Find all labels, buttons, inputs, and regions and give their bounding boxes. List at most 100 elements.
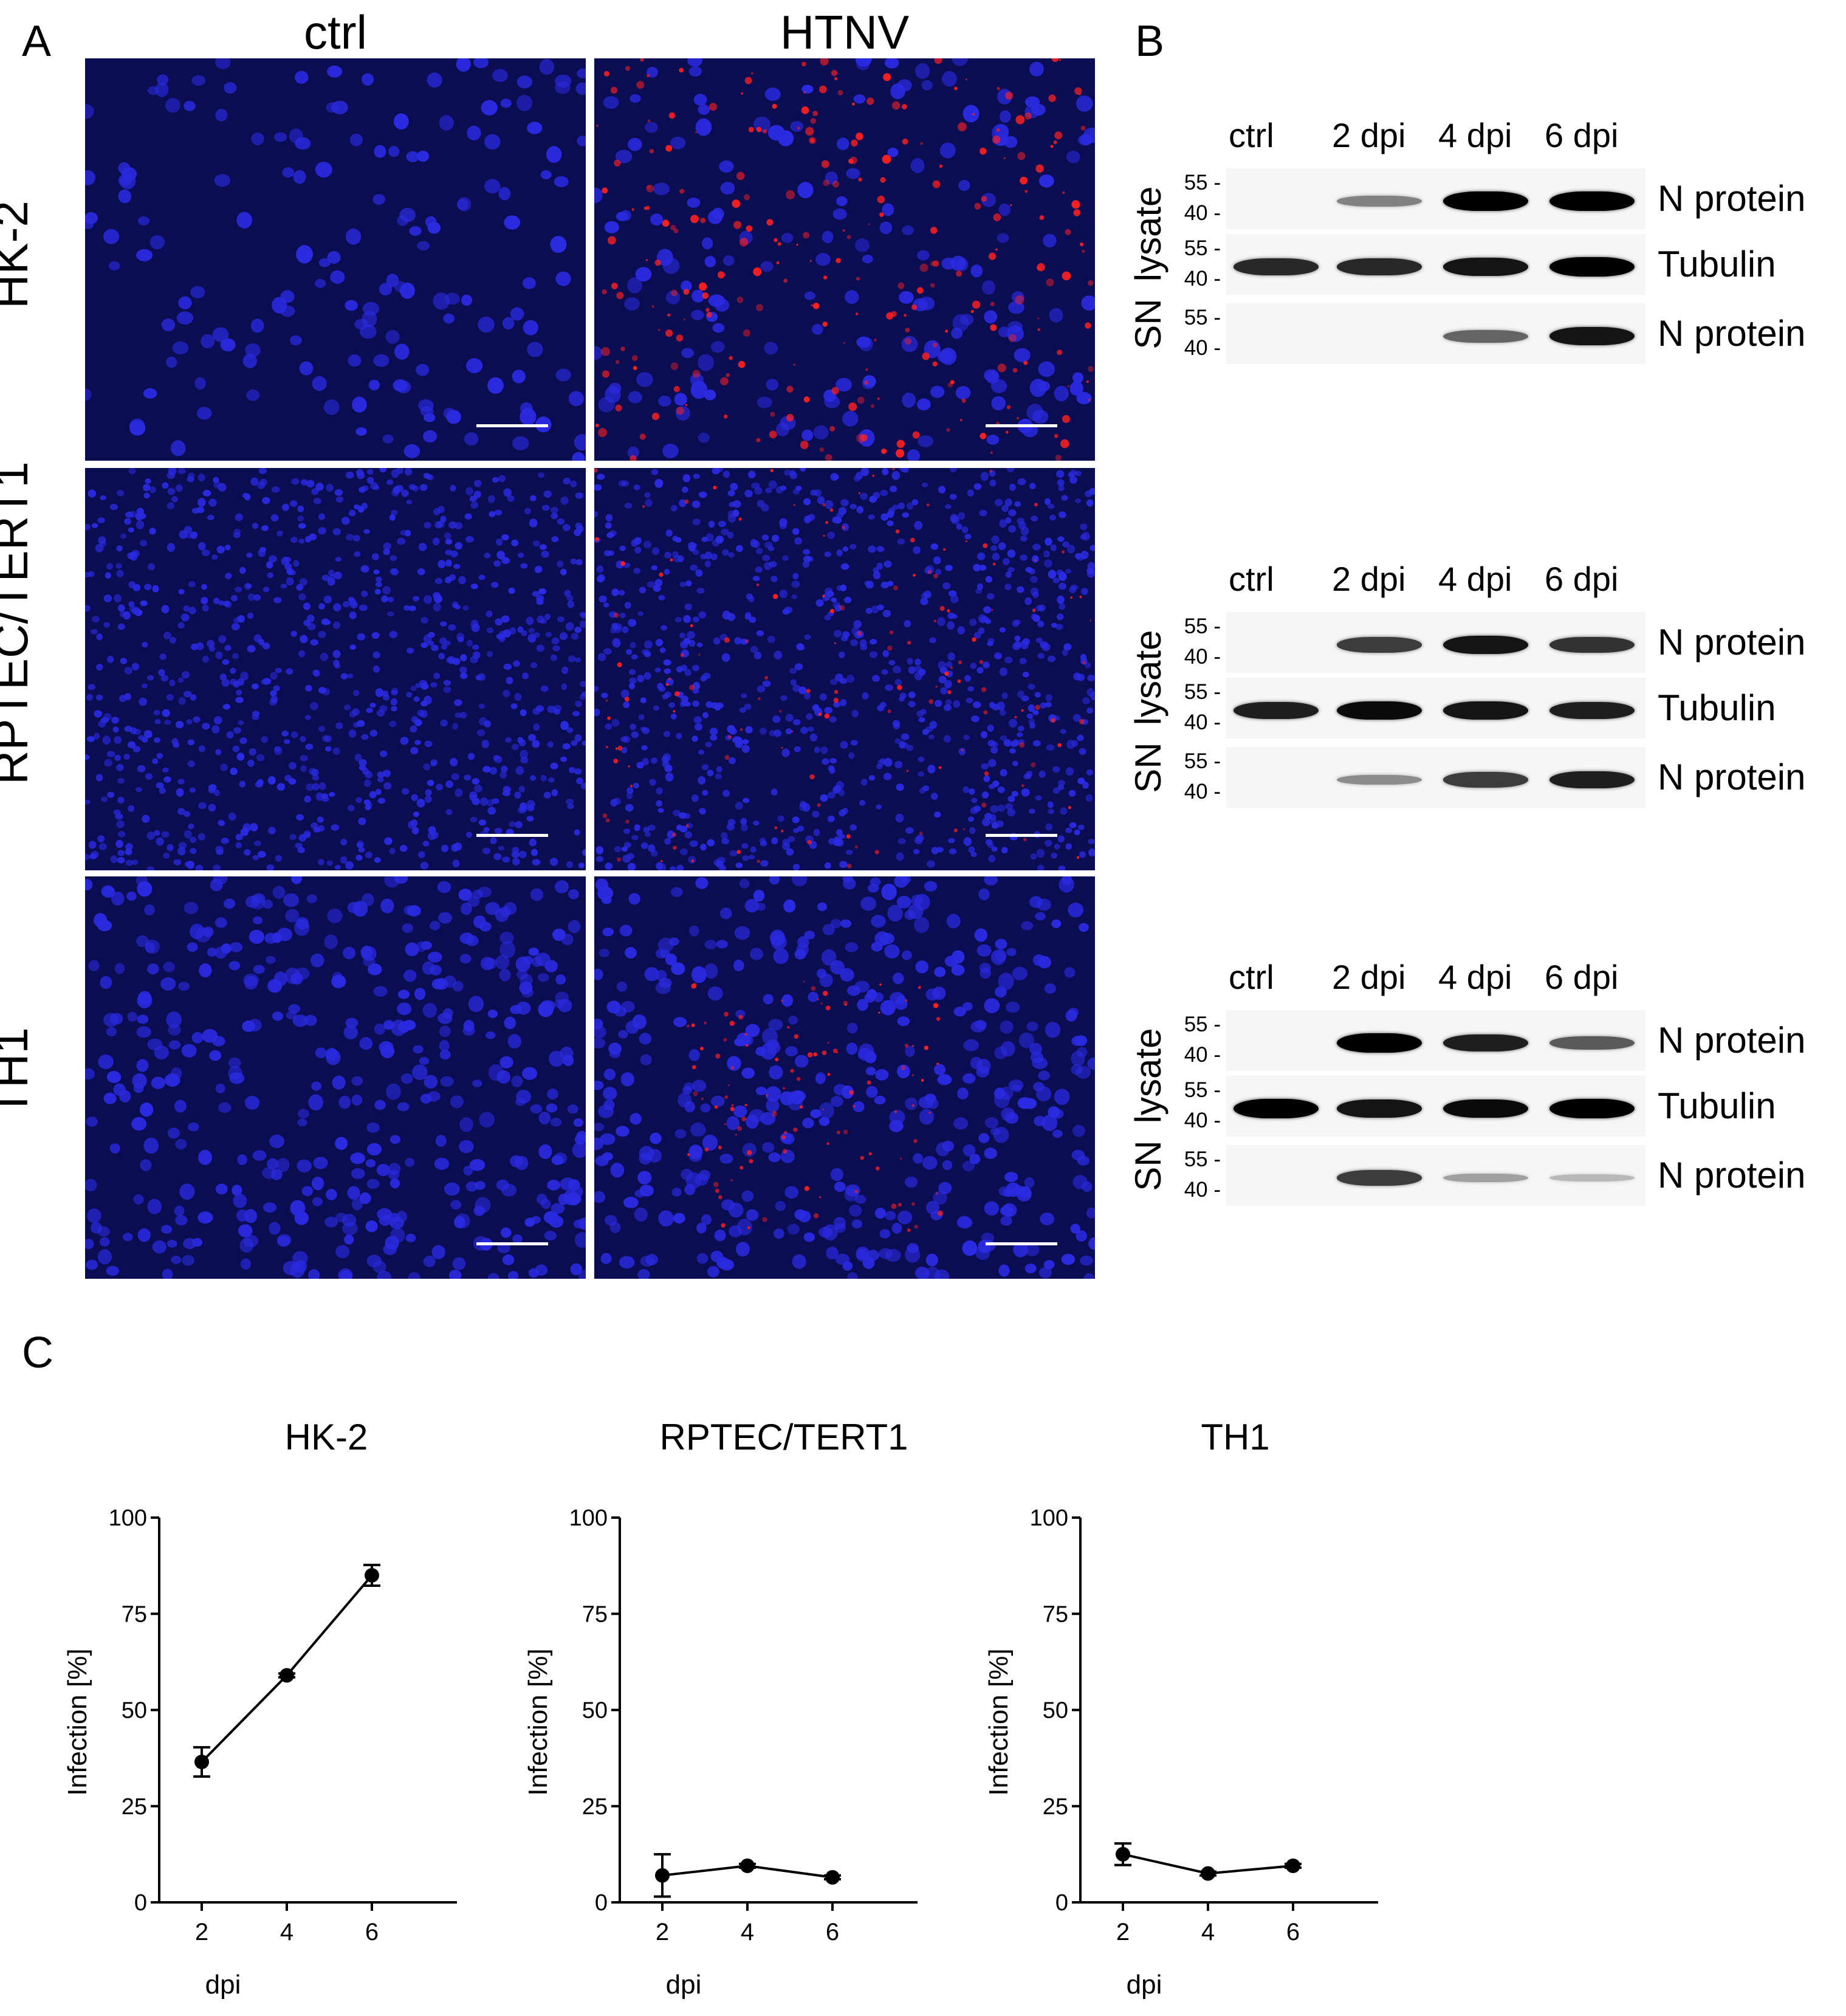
lane-header-6dpi: 6 dpi — [1545, 958, 1619, 996]
chart-title: HK-2 — [284, 1417, 368, 1457]
micrograph-th1-ctrl — [85, 876, 586, 1279]
mw-marker-40: 40 - — [1184, 780, 1221, 803]
blot-band-4dpi — [1443, 1173, 1528, 1183]
y-tick-label: 75 — [122, 1601, 147, 1627]
scale-bar — [986, 424, 1057, 427]
sn-label: SN — [1128, 1140, 1168, 1191]
y-tick-label: 25 — [1043, 1794, 1068, 1820]
x-axis-label: dpi — [1127, 1970, 1162, 2000]
mw-marker-55: 55 - — [1184, 614, 1221, 638]
band-label: Tubulin — [1658, 244, 1776, 284]
lane-header-4dpi: 4 dpi — [1438, 116, 1512, 154]
row-header-hk2: HK-2 — [0, 201, 38, 309]
blot-band-2dpi — [1337, 1099, 1422, 1118]
y-tick-label: 25 — [582, 1794, 608, 1820]
blot-band-4dpi — [1443, 636, 1528, 654]
x-tick-label: 2 — [1116, 1919, 1130, 1945]
blot-band-ctrl — [1234, 701, 1319, 720]
band-label: N protein — [1658, 622, 1806, 662]
blot-band-ctrl — [1234, 1099, 1319, 1118]
mw-marker-40: 40 - — [1184, 201, 1221, 225]
sn-label: SN — [1128, 742, 1168, 793]
mw-marker-40: 40 - — [1184, 645, 1221, 669]
y-tick-label: 25 — [122, 1794, 147, 1820]
y-tick-label: 75 — [1043, 1601, 1068, 1627]
blot-band-4dpi — [1443, 258, 1528, 276]
mw-marker-40: 40 - — [1184, 710, 1221, 734]
panel-letter-b: B — [1135, 17, 1165, 66]
lane-header-2dpi: 2 dpi — [1332, 116, 1406, 154]
sn-label: SN — [1128, 298, 1168, 349]
blot-strip — [1226, 678, 1645, 738]
mw-marker-55: 55 - — [1184, 1147, 1221, 1171]
blot-band-6dpi — [1549, 257, 1635, 277]
y-tick-label: 100 — [1030, 1505, 1068, 1531]
lane-header-4dpi: 4 dpi — [1438, 560, 1512, 598]
lane-header-ctrl: ctrl — [1229, 560, 1274, 598]
micrograph-rptec-ctrl — [85, 468, 586, 870]
blot-band-4dpi — [1443, 1034, 1528, 1052]
mw-marker-40: 40 - — [1184, 1109, 1221, 1132]
y-tick-label: 100 — [109, 1505, 147, 1531]
mw-marker-40: 40 - — [1184, 1178, 1221, 1202]
y-tick-label: 0 — [134, 1890, 147, 1916]
mw-marker-55: 55 - — [1184, 306, 1221, 329]
blot-strip — [1226, 1076, 1645, 1137]
micrograph-hk2-ctrl — [85, 58, 586, 461]
data-point — [280, 1668, 294, 1683]
band-label: N protein — [1658, 757, 1806, 797]
row-header-rptec-tert1: RPTEC/TERT1 — [0, 461, 38, 785]
x-tick-label: 4 — [280, 1919, 293, 1945]
x-tick-label: 4 — [741, 1919, 754, 1945]
data-point — [825, 1870, 840, 1885]
lane-header-ctrl: ctrl — [1229, 116, 1274, 154]
blot-band-4dpi — [1443, 772, 1528, 788]
scale-bar — [986, 1242, 1057, 1245]
data-point — [1116, 1846, 1130, 1862]
data-point — [655, 1868, 670, 1883]
band-label: Tubulin — [1658, 687, 1776, 728]
blot-band-2dpi — [1337, 1170, 1422, 1186]
blot-band-4dpi — [1443, 191, 1528, 211]
lane-header-4dpi: 4 dpi — [1438, 958, 1512, 996]
blot-strip — [1226, 612, 1645, 673]
mw-marker-40: 40 - — [1184, 336, 1221, 360]
blot-band-2dpi — [1337, 258, 1422, 275]
x-tick-label: 6 — [365, 1919, 379, 1945]
micrograph-hk2-htnv — [594, 58, 1095, 461]
micrograph-rptec-htnv — [594, 468, 1095, 870]
band-label: N protein — [1658, 1020, 1806, 1061]
mw-marker-55: 55 - — [1184, 236, 1221, 260]
x-tick-label: 4 — [1201, 1919, 1215, 1945]
band-label: N protein — [1658, 1155, 1806, 1195]
mw-marker-55: 55 - — [1184, 1013, 1221, 1036]
x-tick-label: 2 — [656, 1919, 669, 1945]
lane-header-6dpi: 6 dpi — [1545, 116, 1619, 154]
lane-header-2dpi: 2 dpi — [1332, 958, 1406, 996]
data-point — [740, 1858, 755, 1873]
y-tick-label: 75 — [582, 1601, 608, 1627]
blot-band-6dpi — [1549, 701, 1635, 720]
scale-bar — [986, 834, 1057, 837]
y-tick-label: 50 — [1043, 1698, 1068, 1724]
band-label: N protein — [1658, 178, 1806, 219]
mw-marker-55: 55 - — [1184, 171, 1221, 194]
lane-header-ctrl: ctrl — [1229, 958, 1274, 996]
column-header-htnv: HTNV — [780, 5, 910, 59]
blot-band-2dpi — [1337, 196, 1422, 207]
data-point — [1286, 1858, 1300, 1873]
infection-chart: 0 25 50 75 100 2 4 6 dpi Infection [%] — [63, 1505, 457, 2000]
lane-header-2dpi: 2 dpi — [1332, 560, 1406, 598]
panel-letter-a: A — [22, 17, 52, 66]
blot-band-4dpi — [1443, 329, 1528, 343]
y-axis-label: Infection [%] — [63, 1648, 92, 1795]
blot-strip — [1226, 168, 1645, 229]
column-header-ctrl: ctrl — [304, 5, 367, 59]
blot-band-2dpi — [1337, 1033, 1422, 1053]
x-tick-label: 2 — [195, 1919, 208, 1945]
blot-band-ctrl — [1234, 258, 1319, 275]
blot-strip — [1226, 234, 1645, 295]
y-axis-label: Infection [%] — [984, 1648, 1014, 1795]
micrograph-th1-htnv — [594, 876, 1095, 1279]
scale-bar — [476, 1242, 548, 1245]
